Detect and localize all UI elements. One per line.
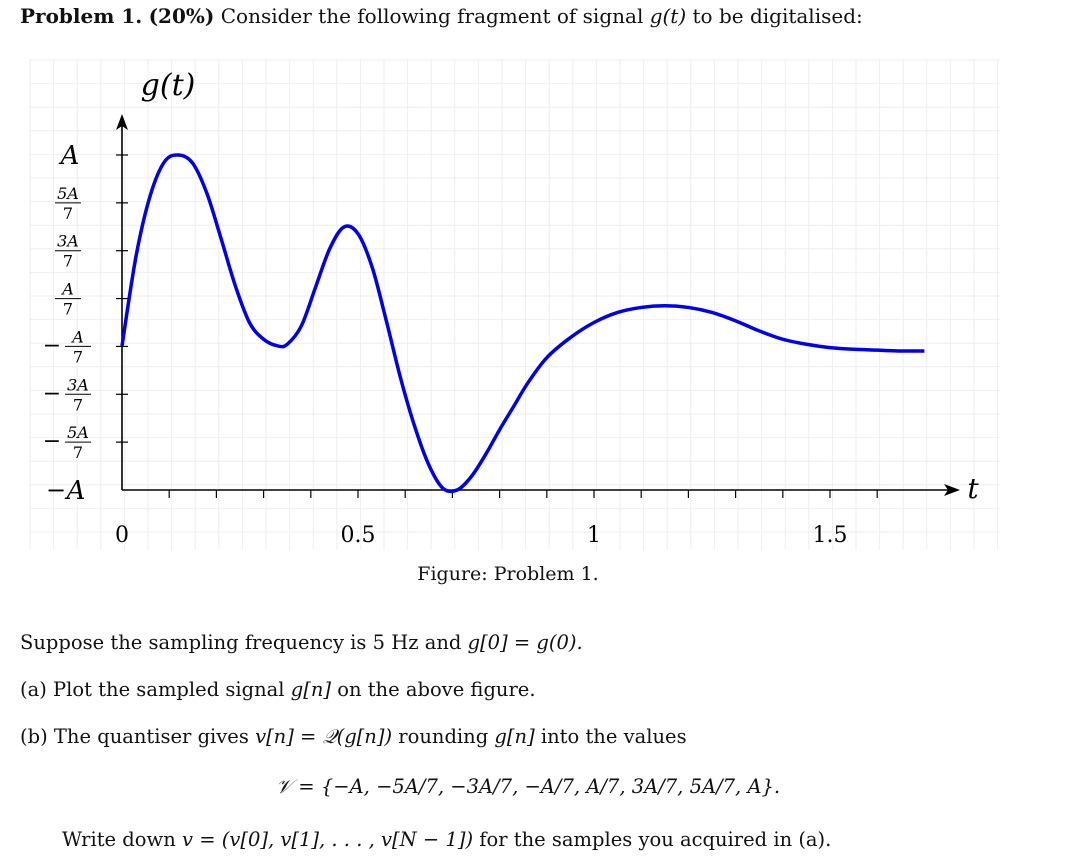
y-tick-denominator: 7 xyxy=(63,252,73,271)
y-tick-denominator: 7 xyxy=(73,443,83,462)
item-a-symbol: g[n] xyxy=(290,678,331,701)
x-tick-label: 1 xyxy=(587,523,601,548)
quantiser-equation: v[n] = 𝒬(g[n]) xyxy=(255,725,393,748)
item-a-text: Plot the sampled signal xyxy=(53,678,285,701)
item-b-text-mid: rounding xyxy=(398,725,489,748)
y-tick-sign: − xyxy=(43,381,61,406)
sampling-paragraph: Suppose the sampling frequency is 5 Hz a… xyxy=(20,631,583,654)
quantisation-set: 𝒱 = {−A, −5A/7, −3A/7, −A/7, A/7, 3A/7, … xyxy=(275,775,781,798)
y-tick-sign: − xyxy=(43,333,61,358)
signal-series-line xyxy=(120,153,925,494)
y-tick-numerator: A xyxy=(70,327,84,346)
y-tick-denominator: 7 xyxy=(73,395,83,414)
problem-label: Problem 1. xyxy=(20,4,143,28)
problem-text-after: to be digitalised: xyxy=(692,4,863,28)
y-tick-numerator: 3A xyxy=(67,375,89,394)
y-tick-label: 5A7− xyxy=(43,423,91,462)
y-tick-label: 3A7 xyxy=(55,232,81,271)
problem-statement: Problem 1. (20%) Consider the following … xyxy=(20,4,863,28)
chart-title: g(t) xyxy=(141,68,196,103)
item-a: (a) Plot the sampled signal g[n] on the … xyxy=(20,678,536,701)
x-axis-label: t xyxy=(967,472,979,505)
x-axis-arrow xyxy=(944,484,960,496)
x-tick-group: 0 0.5 1 1.5 xyxy=(115,490,878,548)
item-a-marker: (a) xyxy=(20,678,47,701)
y-tick-label: A7 xyxy=(55,280,81,319)
figure-caption: Figure: Problem 1. xyxy=(417,563,599,585)
chart-grid xyxy=(29,59,1000,550)
item-a-text-end: on the above figure. xyxy=(337,678,536,701)
y-tick-numerator: 5A xyxy=(57,184,79,203)
item-b: (b) The quantiser gives v[n] = 𝒬(g[n]) r… xyxy=(20,725,687,748)
y-tick-value: A xyxy=(65,476,86,506)
y-tick-sign: − xyxy=(46,476,66,504)
write-text-end: for the samples you acquired in (a). xyxy=(479,828,832,851)
y-tick-sign: − xyxy=(43,429,61,454)
item-b-text: The quantiser gives xyxy=(53,725,249,748)
y-tick-label: 3A7− xyxy=(43,375,91,414)
x-tick-label: 1.5 xyxy=(813,523,848,548)
y-tick-label: A− xyxy=(46,476,85,506)
y-tick-value: A xyxy=(59,141,80,171)
y-axis-arrow xyxy=(116,114,128,130)
item-b-text-end: into the values xyxy=(540,725,687,748)
signal-symbol: g(t) xyxy=(649,4,687,28)
problem-weight: (20%) xyxy=(148,4,215,28)
x-tick-label: 0 xyxy=(115,523,129,548)
y-tick-label: A7− xyxy=(43,327,91,366)
y-tick-numerator: A xyxy=(60,280,74,299)
initial-sample-equation: g[0] = g(0). xyxy=(467,631,583,654)
y-tick-label: 5A7 xyxy=(55,184,81,223)
x-tick-label: 0.5 xyxy=(341,523,376,548)
sampling-text: Suppose the sampling frequency is 5 Hz a… xyxy=(20,631,462,654)
item-b-symbol: g[n] xyxy=(494,725,535,748)
quantisation-set-equation: 𝒱 = {−A, −5A/7, −3A/7, −A/7, A/7, 3A/7, … xyxy=(0,775,1056,798)
write-down-paragraph: Write down v = (v[0], v[1], . . . , v[N … xyxy=(62,828,831,851)
write-text: Write down xyxy=(62,828,176,851)
y-tick-denominator: 7 xyxy=(63,300,73,319)
y-tick-denominator: 7 xyxy=(73,347,83,366)
y-tick-numerator: 5A xyxy=(67,423,89,442)
y-tick-label: A xyxy=(59,141,80,171)
chart-axes xyxy=(116,114,960,496)
item-b-marker: (b) xyxy=(20,725,48,748)
sample-vector-equation: v = (v[0], v[1], . . . , v[N − 1]) xyxy=(181,828,474,851)
problem-text-before: Consider the following fragment of signa… xyxy=(220,4,644,28)
y-tick-numerator: 3A xyxy=(57,232,79,251)
y-tick-denominator: 7 xyxy=(63,204,73,223)
